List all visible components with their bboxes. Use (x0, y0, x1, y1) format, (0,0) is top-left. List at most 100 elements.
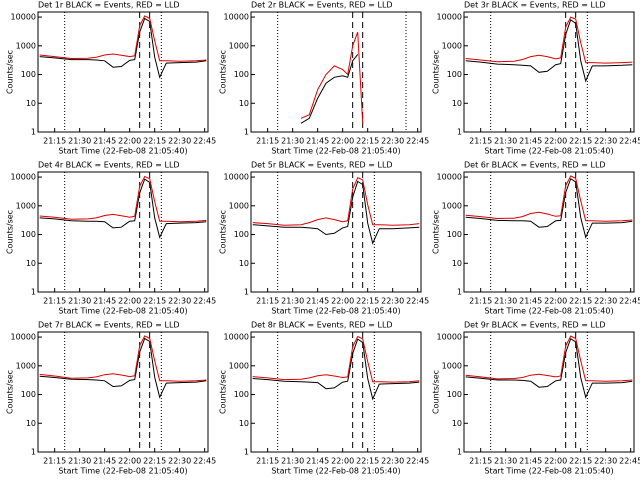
x-tick-label: 21:45 (306, 137, 329, 146)
chart-panel: Det 9r BLACK = Events, RED = LLD Start Ti… (432, 321, 640, 476)
series-line (465, 177, 633, 239)
series-line (465, 19, 633, 83)
plot-frame (37, 171, 209, 293)
y-axis-label: Counts/sec (219, 210, 228, 254)
x-tick-label: 21:15 (43, 457, 66, 466)
x-tick-label: 21:15 (469, 137, 492, 146)
x-tick-label: 22:15 (356, 137, 379, 146)
series-line (252, 180, 420, 245)
x-tick-label: 21:45 (519, 297, 542, 306)
y-tick-label: 10 (239, 99, 249, 108)
y-tick-label: 10000 (437, 13, 462, 22)
x-axis-label: Start Time (22-Feb-08 21:05:40) (271, 307, 400, 316)
x-tick-label: 22:30 (381, 297, 404, 306)
x-tick-label: 21:30 (68, 137, 91, 146)
series-line (39, 175, 207, 223)
y-tick-label: 1000 (229, 361, 249, 370)
y-tick-label: 100 (234, 230, 249, 239)
y-tick-label: 100 (447, 70, 462, 79)
y-tick-label: 10000 (11, 333, 36, 342)
plot-frame (463, 171, 635, 293)
chart-panel: Det 2r BLACK = Events, RED = LLD Start Ti… (219, 1, 430, 156)
x-tick-label: 22:15 (143, 137, 166, 146)
y-tick-label: 10 (26, 99, 36, 108)
y-tick-label: 10000 (224, 173, 249, 182)
x-axis-label: Start Time (22-Feb-08 21:05:40) (58, 147, 187, 156)
x-tick-label: 22:45 (619, 137, 640, 146)
y-tick-label: 1000 (16, 41, 36, 50)
chart-title: Det 4r BLACK = Events, RED = LLD (38, 161, 180, 170)
x-tick-label: 22:00 (118, 297, 141, 306)
x-tick-label: 22:00 (544, 457, 567, 466)
x-tick-label: 22:00 (331, 297, 354, 306)
x-tick-label: 21:45 (519, 137, 542, 146)
y-axis-label: Counts/sec (432, 50, 441, 94)
x-tick-label: 22:00 (331, 457, 354, 466)
chart-title: Det 8r BLACK = Events, RED = LLD (251, 321, 393, 330)
x-tick-label: 21:15 (256, 297, 279, 306)
x-tick-label: 22:30 (168, 297, 191, 306)
x-tick-label: 21:15 (256, 137, 279, 146)
series-line (252, 335, 420, 383)
x-axis-label: Start Time (22-Feb-08 21:05:40) (271, 147, 400, 156)
plot-frame (250, 331, 422, 453)
series-line (39, 335, 207, 382)
x-tick-label: 22:15 (143, 297, 166, 306)
x-tick-label: 22:30 (594, 457, 617, 466)
y-tick-label: 1000 (442, 361, 462, 370)
x-tick-label: 22:15 (356, 297, 379, 306)
series-line (465, 175, 633, 222)
x-tick-label: 22:00 (544, 137, 567, 146)
x-tick-label: 21:45 (306, 297, 329, 306)
x-tick-label: 22:15 (356, 457, 379, 466)
chart-panel: Det 3r BLACK = Events, RED = LLD Start Ti… (432, 1, 640, 156)
y-tick-label: 10 (452, 259, 462, 268)
x-tick-label: 22:30 (594, 137, 617, 146)
x-tick-label: 22:15 (569, 457, 592, 466)
chart-panel: Det 7r BLACK = Events, RED = LLD Start Ti… (6, 321, 217, 476)
y-tick-label: 10000 (437, 333, 462, 342)
y-tick-label: 10000 (437, 173, 462, 182)
x-tick-label: 22:15 (569, 297, 592, 306)
series-line (252, 338, 420, 401)
series-line (252, 177, 420, 226)
y-tick-label: 1 (31, 448, 36, 457)
y-tick-label: 1 (244, 288, 249, 297)
chart-panel: Det 1r BLACK = Events, RED = LLD Start Ti… (6, 1, 217, 156)
x-tick-label: 22:45 (193, 457, 216, 466)
x-tick-label: 21:45 (306, 457, 329, 466)
series-line (301, 32, 409, 123)
y-tick-label: 100 (234, 390, 249, 399)
plot-frame (250, 171, 422, 293)
y-tick-label: 10000 (224, 333, 249, 342)
y-tick-label: 1 (244, 128, 249, 137)
plot-frame (463, 11, 635, 133)
x-tick-label: 21:15 (469, 297, 492, 306)
plot-frame (37, 11, 209, 133)
y-tick-label: 100 (234, 70, 249, 79)
x-tick-label: 21:45 (93, 457, 116, 466)
chart-title: Det 2r BLACK = Events, RED = LLD (251, 1, 393, 10)
plot-frame (463, 331, 635, 453)
x-tick-label: 22:15 (569, 137, 592, 146)
y-tick-label: 100 (447, 230, 462, 239)
x-tick-label: 22:00 (544, 297, 567, 306)
y-axis-label: Counts/sec (219, 370, 228, 414)
x-tick-label: 21:15 (43, 137, 66, 146)
chart-title: Det 1r BLACK = Events, RED = LLD (38, 1, 180, 10)
x-tick-label: 22:45 (619, 457, 640, 466)
x-tick-label: 22:00 (118, 457, 141, 466)
x-tick-label: 22:45 (193, 297, 216, 306)
y-tick-label: 1000 (16, 201, 36, 210)
x-axis-label: Start Time (22-Feb-08 21:05:40) (484, 307, 613, 316)
chart-title: Det 3r BLACK = Events, RED = LLD (464, 1, 606, 10)
y-tick-label: 1000 (16, 361, 36, 370)
chart-title: Det 7r BLACK = Events, RED = LLD (38, 321, 180, 330)
x-tick-label: 21:45 (519, 457, 542, 466)
x-tick-label: 21:30 (494, 137, 517, 146)
chart-panel: Det 8r BLACK = Events, RED = LLD Start Ti… (219, 321, 430, 476)
x-tick-label: 22:30 (594, 297, 617, 306)
series-line (39, 337, 207, 399)
x-tick-label: 21:45 (93, 297, 116, 306)
